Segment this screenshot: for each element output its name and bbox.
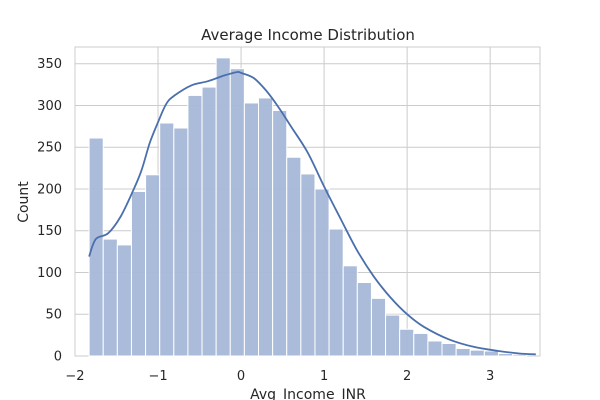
histogram-bar [300, 173, 316, 357]
histogram-bar [215, 57, 231, 357]
histogram-bar [243, 102, 260, 357]
histogram-bar [116, 244, 132, 357]
histogram-bar [469, 349, 485, 357]
histogram-bar [356, 282, 372, 357]
histogram-bar [272, 109, 288, 357]
histogram-bar [102, 238, 118, 357]
y-tick-label: 350 [37, 57, 62, 72]
y-tick-label: 300 [37, 99, 62, 114]
histogram-bar [413, 332, 429, 357]
x-tick-labels: −2 −1 0 1 2 3 [65, 369, 494, 384]
histogram-bar [427, 340, 443, 357]
x-tick-label: 3 [486, 369, 494, 384]
y-tick-label: 250 [37, 141, 62, 156]
chart-title: Average Income Distribution [201, 26, 415, 44]
histogram-bar [441, 342, 457, 357]
kde-curve [88, 70, 536, 356]
histogram-bar [258, 97, 274, 357]
x-tick-label: −2 [65, 369, 84, 384]
histogram-bar [187, 94, 203, 357]
histogram-bar [370, 297, 387, 357]
histogram-bar [399, 328, 415, 357]
x-tick-label: 0 [237, 369, 245, 384]
y-axis-label: Count [16, 181, 32, 223]
histogram-bar [159, 122, 175, 357]
histogram-bar [455, 347, 471, 357]
histogram-bar [483, 350, 499, 357]
histogram-bar [286, 156, 302, 357]
x-axis-label: Avg_Income_INR [250, 387, 366, 400]
x-tick-label: −1 [148, 369, 167, 384]
histogram-bar [385, 314, 401, 357]
histogram-bar [328, 228, 344, 357]
x-tick-label: 2 [403, 369, 411, 384]
histogram-bar [229, 68, 245, 357]
x-tick-label: 1 [320, 369, 328, 384]
y-tick-label: 150 [37, 224, 62, 239]
y-tick-labels: 0 50 100 150 200 250 300 350 [37, 57, 62, 364]
histogram-bar [314, 188, 330, 357]
histogram-bar [497, 352, 514, 357]
y-tick-label: 50 [45, 308, 62, 323]
histogram-bar [145, 174, 161, 357]
histogram-bar [173, 127, 189, 357]
y-tick-label: 100 [37, 266, 62, 281]
y-tick-label: 0 [54, 350, 62, 365]
histogram-bars [88, 57, 528, 357]
histogram-bar [201, 86, 217, 357]
histogram-bar [342, 265, 358, 357]
y-tick-label: 200 [37, 182, 62, 197]
histogram-bar [130, 190, 147, 357]
